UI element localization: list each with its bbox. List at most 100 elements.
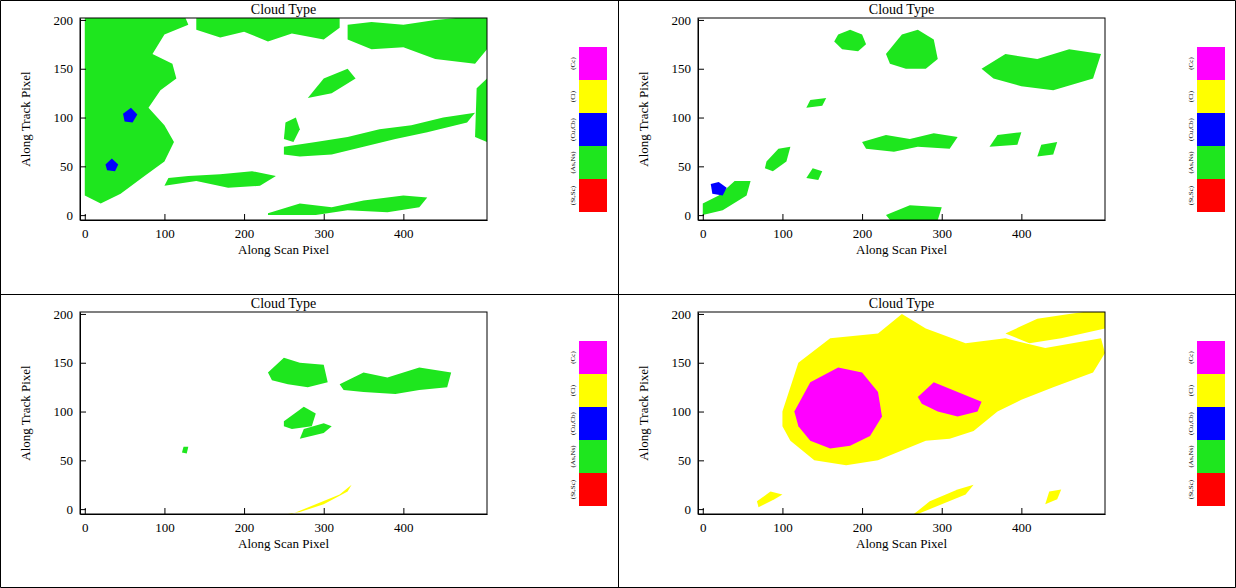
x-tick-label: 400: [394, 520, 414, 535]
colorbar-swatch: [1197, 179, 1225, 212]
y-tick-label: 0: [67, 502, 74, 517]
y-tick-label: 200: [672, 13, 692, 28]
y-tick-label: 0: [67, 208, 74, 223]
x-axis: 0100200300400: [81, 214, 488, 241]
colorbar-swatch: [1197, 341, 1225, 374]
colorbar-label: (Ci): [569, 90, 577, 102]
cloud-region: [918, 382, 982, 416]
y-tick: 200: [54, 13, 87, 28]
colorbar-swatch: [579, 146, 607, 179]
x-tick-mark: [1021, 508, 1022, 514]
y-tick-label: 50: [60, 159, 73, 174]
y-tick-label: 150: [672, 61, 692, 76]
x-tick: 300: [932, 214, 952, 241]
x-tick-label: 200: [235, 520, 255, 535]
y-tick-mark: [80, 363, 86, 364]
colorbar-label: (Cu,Cb): [569, 117, 577, 140]
y-axis: 050100150200: [54, 307, 87, 517]
x-axis-title: Along Scan Pixel: [238, 242, 329, 257]
colorbar-swatch: [579, 179, 607, 212]
x-tick-label: 100: [773, 226, 793, 241]
x-tick: 200: [235, 214, 255, 241]
x-tick: 100: [773, 508, 793, 535]
y-tick-mark: [80, 314, 86, 315]
y-tick-mark: [80, 412, 86, 413]
y-tick-mark: [80, 460, 86, 461]
x-tick-label: 200: [235, 226, 255, 241]
colorbar-label: (Cc): [1187, 57, 1195, 70]
x-tick-label: 200: [853, 520, 873, 535]
colorbar-label: (Ci): [569, 384, 577, 396]
colorbar: (St,Sc)(As,Ns)(Cu,Cb)(Ci)(Cc): [1187, 47, 1226, 212]
y-tick: 100: [54, 404, 87, 419]
plot-frame: [698, 312, 1105, 514]
x-tick-mark: [85, 214, 86, 220]
cloud-region: [284, 113, 475, 157]
cloud-region: [85, 18, 189, 203]
x-tick-mark: [403, 214, 404, 220]
x-tick-mark: [862, 508, 863, 514]
x-tick-mark: [703, 214, 704, 220]
cloud-region: [308, 69, 356, 98]
colorbar-swatch: [1197, 80, 1225, 113]
x-tick-mark: [244, 214, 245, 220]
cloud-region: [886, 205, 942, 220]
y-axis-title: Along Track Pixel: [636, 71, 651, 167]
y-axis: 050100150200: [54, 13, 87, 223]
x-tick-mark: [782, 508, 783, 514]
x-tick-mark: [244, 508, 245, 514]
x-tick-mark: [782, 214, 783, 220]
cloud-region: [284, 407, 316, 429]
x-tick-mark: [164, 508, 165, 514]
colorbar-label: (Cu,Cb): [569, 411, 577, 434]
x-axis-title: Along Scan Pixel: [856, 536, 947, 551]
colorbar-swatch: [579, 341, 607, 374]
colorbar-label: (St,Sc): [1187, 185, 1195, 205]
colorbar-swatch: [579, 440, 607, 473]
colorbar-label: (Ci): [1187, 90, 1195, 102]
plot-frame: [698, 18, 1105, 220]
y-axis-line: [698, 19, 699, 221]
cloud-region: [105, 159, 118, 172]
cloud-region: [475, 79, 487, 142]
colorbar-swatch: [1197, 440, 1225, 473]
x-tick-label: 400: [1012, 520, 1032, 535]
y-tick-mark: [80, 215, 86, 216]
x-tick-mark: [942, 214, 943, 220]
y-tick-mark: [698, 118, 704, 119]
cloud-region: [196, 18, 339, 41]
x-tick-mark: [324, 508, 325, 514]
x-tick: 300: [932, 508, 952, 535]
x-tick: 0: [700, 214, 707, 241]
colorbar-label: (Cu,Cb): [1187, 411, 1195, 434]
colorbar-label: (St,Sc): [569, 185, 577, 205]
y-tick: 150: [54, 355, 87, 370]
x-tick: 400: [1012, 214, 1032, 241]
chart-title: Cloud Type: [251, 2, 316, 17]
y-tick: 0: [67, 208, 87, 223]
x-tick: 100: [155, 214, 175, 241]
y-tick-mark: [80, 69, 86, 70]
x-tick-label: 0: [82, 226, 89, 241]
plot-marks: [85, 18, 487, 215]
colorbar-swatch: [1197, 146, 1225, 179]
cloud-region: [757, 492, 782, 508]
y-tick-label: 100: [672, 404, 692, 419]
y-axis-line: [698, 313, 699, 515]
y-tick: 0: [685, 502, 705, 517]
x-tick-label: 0: [700, 520, 707, 535]
cloud-region: [348, 18, 487, 64]
y-tick: 0: [67, 502, 87, 517]
cloud-region: [711, 182, 727, 196]
x-tick-mark: [1021, 214, 1022, 220]
cloud-region: [914, 485, 974, 514]
colorbar-swatch: [579, 473, 607, 506]
y-tick-mark: [698, 166, 704, 167]
y-tick-label: 100: [672, 110, 692, 125]
cloud-region: [703, 181, 751, 215]
y-tick-mark: [698, 314, 704, 315]
cloud-region: [834, 30, 866, 51]
plot-marks: [703, 30, 1101, 220]
colorbar-swatch: [579, 47, 607, 80]
y-tick: 50: [678, 159, 704, 174]
